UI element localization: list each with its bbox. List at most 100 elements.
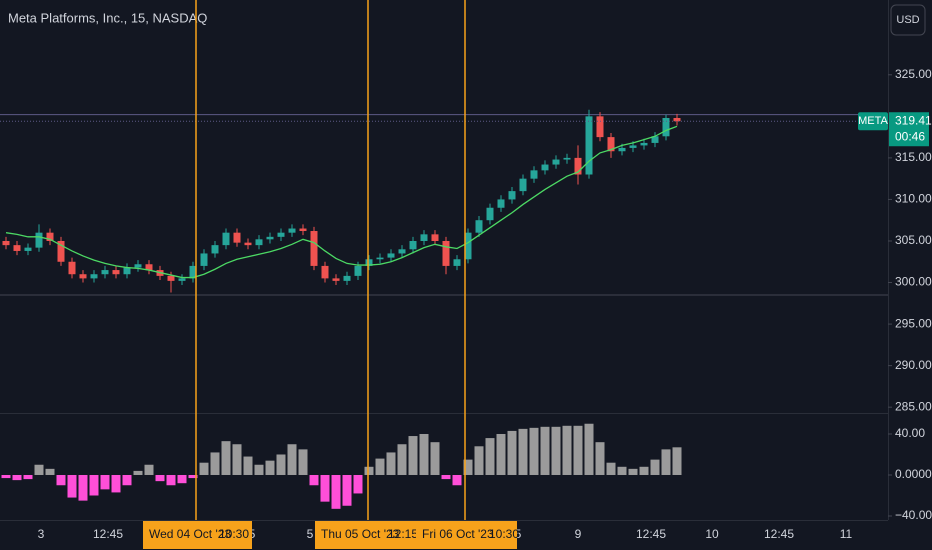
oscillator-bar <box>133 470 143 475</box>
oscillator-bar <box>661 449 671 475</box>
candle-body <box>497 199 505 208</box>
symbol-label: META <box>858 115 888 127</box>
oscillator-bar <box>441 474 451 480</box>
oscillator-bar <box>342 474 352 506</box>
oscillator-bar <box>419 433 429 475</box>
oscillator-bar <box>122 474 132 486</box>
oscillator-bar <box>408 436 418 475</box>
oscillator-bar <box>650 459 660 475</box>
candle-body <box>376 257 384 260</box>
marker-time: 10:30 <box>219 527 249 541</box>
marker-label-box <box>315 521 416 549</box>
marker-time: 12:15 <box>388 527 418 541</box>
candle-body <box>189 265 197 279</box>
candle-body <box>464 232 472 260</box>
oscillator-bar <box>23 474 33 480</box>
y-tick-label: −40.00 <box>895 508 932 522</box>
candle-body <box>387 253 395 258</box>
marker-date: Fri 06 Oct '23 <box>422 527 494 541</box>
oscillator-bar <box>78 474 88 501</box>
oscillator-bar <box>309 474 319 486</box>
oscillator-bar <box>254 464 264 475</box>
candle-body <box>145 264 153 271</box>
oscillator-bar <box>606 462 616 475</box>
oscillator-bar <box>287 444 297 475</box>
candle-body <box>398 249 406 254</box>
candle-body <box>519 178 527 192</box>
candle-body <box>46 232 54 241</box>
oscillator-bar <box>210 452 220 475</box>
oscillator-bar <box>595 442 605 475</box>
x-tick-label: 11 <box>840 527 853 541</box>
oscillator-bar <box>34 464 44 475</box>
oscillator-bar <box>551 426 561 475</box>
x-tick-label: 3 <box>38 527 45 541</box>
oscillator-bar <box>199 462 209 475</box>
oscillator-bar <box>166 474 176 486</box>
oscillator-bar <box>56 474 66 486</box>
x-tick-label: 12:45 <box>636 527 666 541</box>
currency-label[interactable]: USD <box>896 14 919 26</box>
oscillator-bar <box>430 442 440 475</box>
chart-title: Meta Platforms, Inc., 15, NASDAQ <box>8 10 207 25</box>
candle-body <box>123 267 131 275</box>
oscillator-bar <box>298 449 308 475</box>
candle-body <box>552 159 560 165</box>
moving-average <box>5 125 678 279</box>
y-tick-label: 305.00 <box>895 233 932 247</box>
oscillator-bar <box>188 474 198 479</box>
oscillator-bar <box>364 466 374 475</box>
candle-body <box>563 157 571 160</box>
candle-body <box>211 245 219 254</box>
symbol-tag <box>858 112 888 131</box>
y-tick-label: 325.00 <box>895 67 932 81</box>
candle-body <box>35 232 43 248</box>
x-tick-label: 5 <box>249 527 256 541</box>
currency-button[interactable] <box>890 4 926 36</box>
candle-body <box>607 137 615 152</box>
price-tag <box>889 112 929 147</box>
oscillator-bar <box>12 474 22 481</box>
oscillator-bar <box>617 466 627 475</box>
candle-body <box>200 253 208 266</box>
marks <box>0 109 888 509</box>
candle-body <box>24 247 32 251</box>
oscillator-bar <box>628 468 638 475</box>
candle-body <box>343 275 351 281</box>
oscillator-bar <box>177 474 187 484</box>
candle-body <box>574 157 582 175</box>
oscillator-bar <box>540 426 550 475</box>
candle-body <box>673 118 681 122</box>
candle-body <box>288 228 296 233</box>
oscillator-bar <box>452 474 462 486</box>
oscillator-bar <box>100 474 110 490</box>
oscillator-bar <box>463 459 473 475</box>
candle-body <box>475 220 483 233</box>
candle-body <box>629 145 637 148</box>
candle-body <box>431 234 439 241</box>
oscillator-bar <box>485 438 495 475</box>
oscillator-bar <box>353 474 363 494</box>
oscillator-bar <box>265 460 275 475</box>
candle-body <box>541 164 549 171</box>
candle-body <box>167 275 175 281</box>
candle-body <box>178 278 186 281</box>
y-tick-label: 315.00 <box>895 150 932 164</box>
y-tick-label: 290.00 <box>895 358 932 372</box>
candle-body <box>486 207 494 221</box>
oscillator-bar <box>331 474 341 509</box>
candle-body <box>244 242 252 246</box>
oscillator-bar <box>276 454 286 475</box>
candle-body <box>68 261 76 275</box>
x-tick-label: 5 <box>515 527 522 541</box>
countdown-label: 00:46 <box>895 129 925 143</box>
candle-body <box>618 147 626 152</box>
candle-body <box>233 232 241 243</box>
oscillator-bar <box>375 458 385 475</box>
oscillator-bar <box>144 464 154 475</box>
marker-date: Thu 05 Oct '23 <box>321 527 400 541</box>
candle-body <box>90 274 98 279</box>
candle-body <box>442 240 450 266</box>
